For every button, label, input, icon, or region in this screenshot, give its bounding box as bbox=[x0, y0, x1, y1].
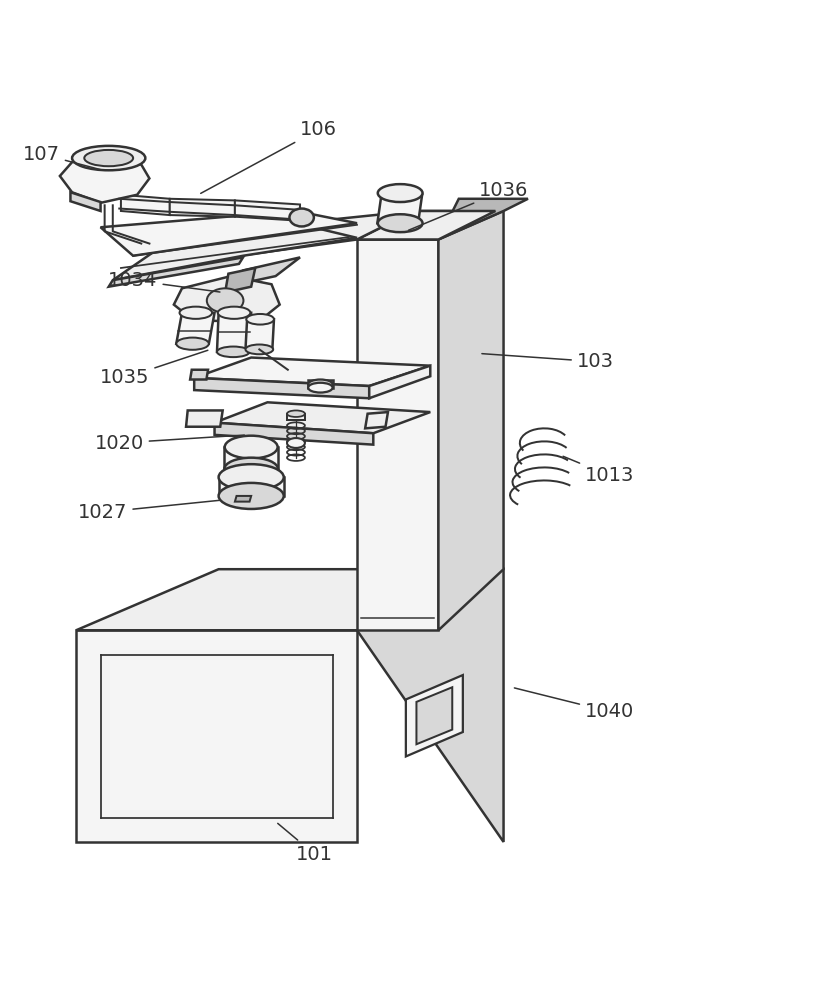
Polygon shape bbox=[225, 268, 255, 292]
Polygon shape bbox=[108, 257, 243, 287]
Polygon shape bbox=[218, 257, 299, 288]
Polygon shape bbox=[356, 211, 495, 239]
Polygon shape bbox=[235, 200, 299, 221]
Polygon shape bbox=[235, 496, 251, 502]
Polygon shape bbox=[170, 199, 235, 217]
Ellipse shape bbox=[377, 214, 422, 232]
Polygon shape bbox=[217, 313, 251, 352]
Polygon shape bbox=[174, 276, 280, 321]
Polygon shape bbox=[437, 211, 503, 630]
Text: 106: 106 bbox=[200, 120, 337, 193]
Ellipse shape bbox=[72, 146, 146, 170]
Text: 1013: 1013 bbox=[562, 456, 633, 485]
Ellipse shape bbox=[218, 464, 284, 490]
Polygon shape bbox=[194, 358, 430, 386]
Polygon shape bbox=[76, 569, 503, 630]
Polygon shape bbox=[287, 414, 304, 420]
Polygon shape bbox=[416, 687, 452, 744]
Polygon shape bbox=[176, 313, 214, 344]
Polygon shape bbox=[356, 239, 437, 630]
Text: 1027: 1027 bbox=[78, 500, 220, 522]
Ellipse shape bbox=[308, 380, 332, 389]
Ellipse shape bbox=[217, 347, 249, 357]
Ellipse shape bbox=[289, 209, 313, 226]
Polygon shape bbox=[194, 378, 369, 398]
Polygon shape bbox=[112, 223, 356, 280]
Ellipse shape bbox=[218, 483, 284, 509]
Ellipse shape bbox=[218, 307, 250, 319]
Text: 1040: 1040 bbox=[514, 688, 633, 721]
Ellipse shape bbox=[224, 458, 278, 480]
Polygon shape bbox=[356, 569, 503, 842]
Text: 1036: 1036 bbox=[408, 181, 528, 230]
Text: 1035: 1035 bbox=[100, 350, 208, 387]
Polygon shape bbox=[356, 211, 495, 239]
Ellipse shape bbox=[287, 438, 304, 448]
Polygon shape bbox=[245, 319, 274, 349]
Ellipse shape bbox=[287, 410, 304, 417]
Text: 1020: 1020 bbox=[94, 434, 244, 453]
Ellipse shape bbox=[246, 314, 274, 325]
Polygon shape bbox=[186, 410, 222, 427]
Ellipse shape bbox=[245, 345, 273, 354]
Polygon shape bbox=[377, 195, 422, 223]
Text: 101: 101 bbox=[277, 823, 332, 864]
Polygon shape bbox=[437, 199, 528, 239]
Polygon shape bbox=[100, 211, 356, 256]
Ellipse shape bbox=[176, 338, 208, 350]
Ellipse shape bbox=[308, 383, 332, 393]
Polygon shape bbox=[190, 370, 208, 380]
Polygon shape bbox=[218, 477, 284, 496]
Text: 103: 103 bbox=[481, 352, 613, 371]
Ellipse shape bbox=[84, 150, 133, 166]
Polygon shape bbox=[224, 447, 278, 469]
Polygon shape bbox=[214, 423, 373, 445]
Polygon shape bbox=[60, 154, 149, 203]
Polygon shape bbox=[308, 380, 332, 388]
Polygon shape bbox=[214, 402, 430, 433]
Polygon shape bbox=[76, 630, 356, 842]
Ellipse shape bbox=[207, 288, 243, 313]
Ellipse shape bbox=[377, 184, 422, 202]
Polygon shape bbox=[121, 195, 170, 215]
Text: 107: 107 bbox=[23, 145, 100, 170]
Polygon shape bbox=[365, 412, 388, 428]
Polygon shape bbox=[405, 675, 462, 756]
Polygon shape bbox=[70, 192, 100, 211]
Ellipse shape bbox=[224, 436, 277, 458]
Polygon shape bbox=[239, 211, 414, 256]
Ellipse shape bbox=[179, 307, 212, 319]
Polygon shape bbox=[369, 366, 430, 398]
Text: 1034: 1034 bbox=[108, 271, 220, 292]
